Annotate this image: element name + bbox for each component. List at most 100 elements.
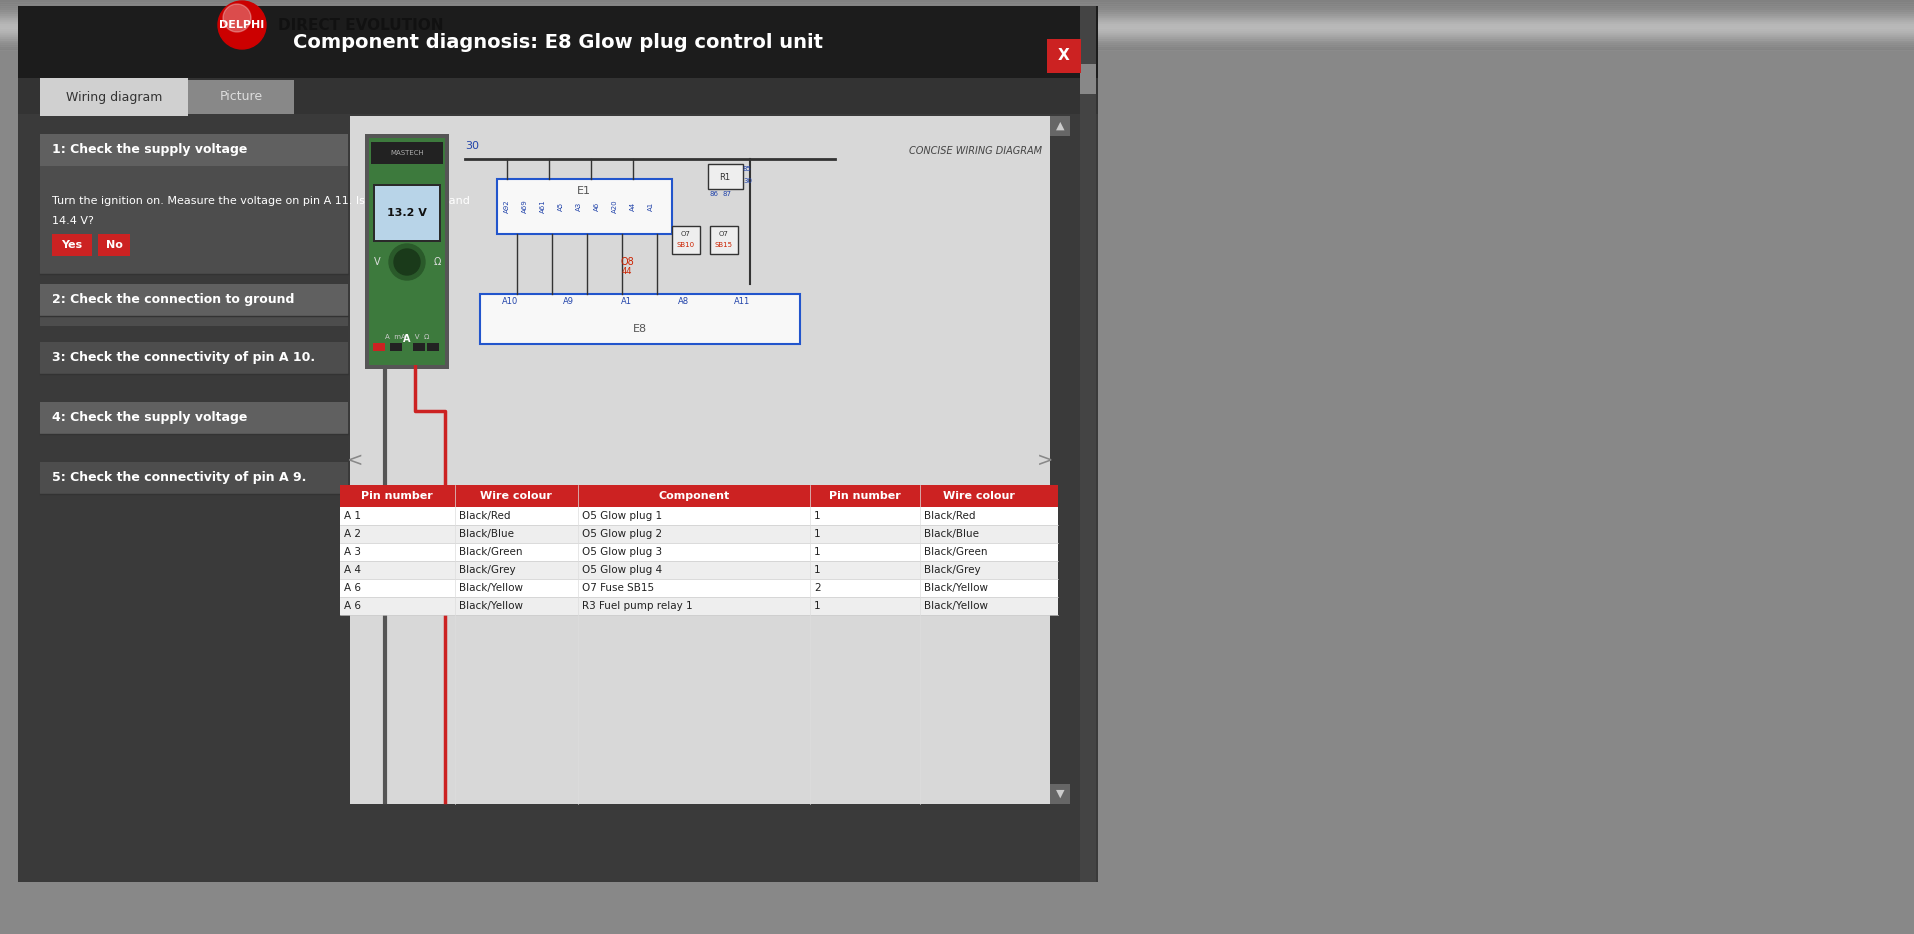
Bar (0, 8, 1914, 9)
Bar (341, 579, 1057, 597)
Text: 2: Check the connection to ground: 2: Check the connection to ground (52, 293, 295, 306)
Bar (0, 27, 1914, 28)
Text: ▲: ▲ (1055, 121, 1064, 131)
Bar (371, 142, 442, 164)
Bar (0, 23, 1914, 24)
Bar (0, 2, 1914, 3)
Text: Ω: Ω (433, 257, 440, 267)
Text: O8: O8 (620, 257, 634, 267)
Text: A 2: A 2 (345, 529, 362, 539)
Text: O7 Fuse SB15: O7 Fuse SB15 (582, 583, 655, 593)
Text: 4: Check the supply voltage: 4: Check the supply voltage (52, 412, 247, 424)
Bar (0, 20, 1914, 21)
Text: Black/Grey: Black/Grey (459, 565, 515, 575)
Bar (0, 26, 1914, 27)
Text: A 1: A 1 (345, 511, 362, 521)
Circle shape (389, 244, 425, 280)
Text: MASTECH: MASTECH (390, 150, 423, 156)
Bar (0, 34, 1914, 35)
Bar (0, 25, 1914, 26)
Bar (480, 294, 800, 344)
Bar (0, 30, 1914, 31)
Bar (52, 234, 92, 256)
Bar (708, 164, 743, 189)
Text: Pin number: Pin number (829, 491, 900, 501)
Text: Wiring diagram: Wiring diagram (65, 91, 163, 104)
Bar (17, 6, 1097, 80)
Text: Wire colour: Wire colour (942, 491, 1014, 501)
Text: No: No (105, 240, 122, 250)
Bar (0, 39, 1914, 40)
Bar (373, 343, 385, 351)
Bar (0, 46, 1914, 47)
Text: DELPHI: DELPHI (220, 20, 264, 30)
Bar (0, 17, 1914, 18)
Text: A  mA    V  Ω: A mA V Ω (385, 334, 429, 340)
Text: A61: A61 (540, 199, 545, 213)
Bar (0, 16, 1914, 17)
Bar (0, 18, 1914, 19)
Bar (40, 78, 188, 116)
Text: Black/Grey: Black/Grey (924, 565, 980, 575)
Text: Black/Yellow: Black/Yellow (924, 583, 988, 593)
Bar (40, 134, 348, 166)
Bar (375, 186, 438, 240)
Text: Black/Red: Black/Red (459, 511, 511, 521)
Text: A 6: A 6 (345, 601, 362, 611)
Text: A 6: A 6 (345, 583, 362, 593)
Text: A9: A9 (563, 298, 572, 306)
Bar (341, 597, 1057, 615)
Bar (1079, 64, 1095, 94)
Bar (0, 15, 1914, 16)
Bar (0, 12, 1914, 13)
Bar (341, 507, 1057, 525)
Text: Black/Red: Black/Red (924, 511, 974, 521)
Text: Yes: Yes (61, 240, 82, 250)
Bar (0, 14, 1914, 15)
Bar (1079, 6, 1095, 882)
Bar (1049, 784, 1070, 804)
Bar (0, 31, 1914, 32)
Text: ▼: ▼ (1055, 789, 1064, 799)
Text: 5: Check the connectivity of pin A 9.: 5: Check the connectivity of pin A 9. (52, 472, 306, 485)
Text: A11: A11 (733, 298, 750, 306)
Bar (0, 1, 1914, 2)
Bar (0, 13, 1914, 14)
Bar (0, 33, 1914, 34)
Text: 1: 1 (813, 565, 821, 575)
Bar (40, 462, 348, 494)
Bar (0, 37, 1914, 38)
Text: A20: A20 (612, 199, 618, 213)
Bar (0, 41, 1914, 42)
Bar (0, 22, 1914, 23)
Bar (98, 234, 130, 256)
Text: 1: 1 (813, 529, 821, 539)
Bar (0, 43, 1914, 44)
Bar (40, 166, 348, 274)
Bar (40, 342, 348, 374)
Bar (17, 78, 1097, 114)
Text: V: V (373, 257, 381, 267)
Text: O5 Glow plug 1: O5 Glow plug 1 (582, 511, 662, 521)
Bar (17, 114, 1097, 882)
Bar (341, 561, 1057, 579)
Text: A8: A8 (678, 298, 689, 306)
Text: Turn the ignition on. Measure the voltage on pin A 11. Is it between 12 and: Turn the ignition on. Measure the voltag… (52, 196, 469, 206)
Bar (710, 226, 737, 254)
Bar (341, 543, 1057, 561)
Text: 14.4 V?: 14.4 V? (52, 216, 94, 226)
Bar (0, 32, 1914, 33)
Text: O5 Glow plug 3: O5 Glow plug 3 (582, 547, 662, 557)
Bar (0, 24, 1914, 25)
Text: >: > (1035, 450, 1053, 470)
Text: 86: 86 (710, 191, 718, 197)
Text: 30: 30 (465, 141, 478, 151)
Text: 87: 87 (723, 191, 731, 197)
Text: 2: 2 (813, 583, 821, 593)
Text: SB10: SB10 (676, 242, 695, 248)
Bar (17, 6, 1097, 882)
Text: CONCISE WIRING DIAGRAM: CONCISE WIRING DIAGRAM (909, 146, 1041, 156)
Text: Pin number: Pin number (362, 491, 433, 501)
Bar (373, 184, 440, 242)
Bar (1047, 39, 1079, 73)
